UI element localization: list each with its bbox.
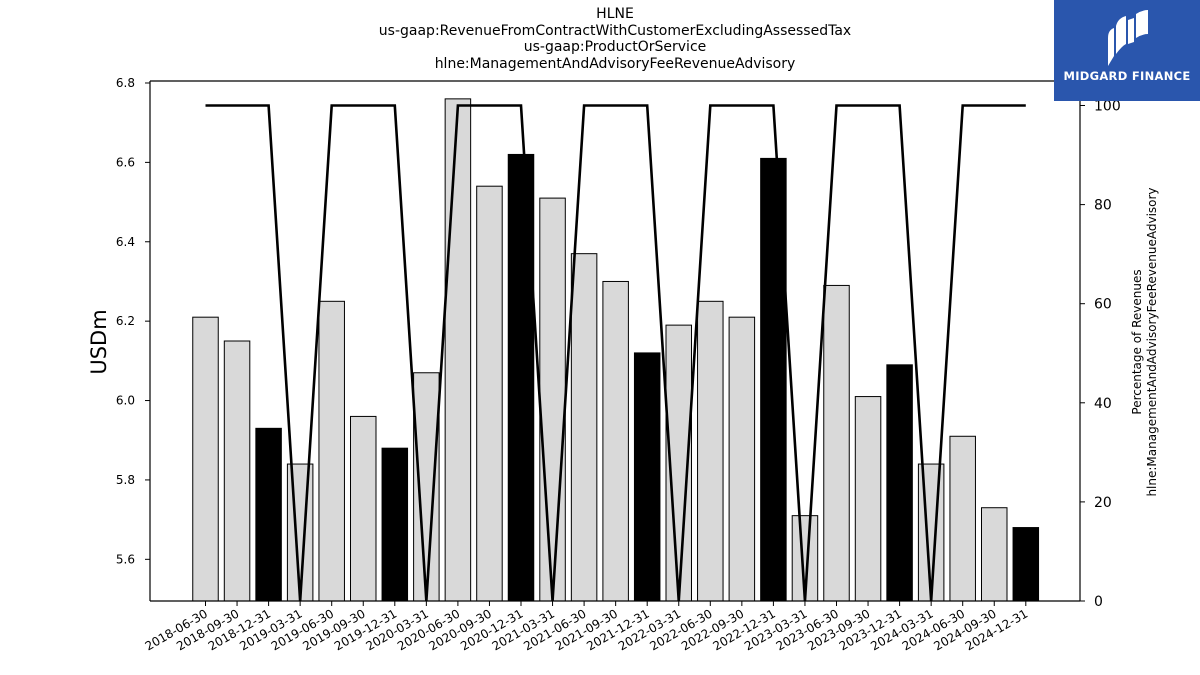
- bar: [760, 157, 787, 602]
- bars-layer: [192, 98, 1040, 602]
- bar: [1012, 527, 1040, 602]
- bar: [823, 284, 850, 602]
- y-tick-label: 6.0: [116, 394, 135, 408]
- y-axis-label: USDm: [87, 309, 111, 374]
- bar: [697, 300, 724, 602]
- bar: [286, 463, 314, 602]
- bar: [728, 316, 756, 602]
- title-line-4: hlne:ManagementAndAdvisoryFeeRevenueAdvi…: [434, 55, 796, 72]
- bar: [381, 447, 409, 602]
- bar: [255, 427, 282, 602]
- logo-mark-icon: [1108, 10, 1148, 66]
- y2-axis-label-line-2: hlne:ManagementAndAdvisoryFeeRevenueAdvi…: [1145, 187, 1159, 496]
- y-tick-label: 6.2: [116, 314, 135, 328]
- title-line-3: us-gaap:ProductOrService: [523, 39, 707, 55]
- bar: [981, 507, 1008, 602]
- y-tick-label: 6.8: [116, 76, 135, 90]
- y2-tick-label: 20: [1094, 495, 1112, 511]
- bar: [350, 415, 377, 602]
- bar: [854, 396, 882, 602]
- bar: [476, 185, 503, 602]
- bar: [223, 340, 251, 602]
- y2-tick-label: 40: [1094, 396, 1112, 412]
- y-tick-label: 6.4: [116, 235, 135, 249]
- midgard-finance-logo: MIDGARD FINANCE: [1054, 0, 1200, 101]
- y2-tick-label: 80: [1094, 198, 1112, 214]
- percentage-line: [205, 104, 1026, 602]
- y-tick-label: 5.8: [116, 473, 135, 487]
- line-layer: [205, 104, 1026, 602]
- bar: [886, 364, 913, 602]
- bar: [318, 300, 345, 602]
- logo-text: MIDGARD FINANCE: [1063, 69, 1191, 83]
- bar: [444, 98, 472, 602]
- bar: [192, 316, 219, 602]
- bar: [917, 463, 945, 602]
- y2-axis-label-line-1: Percentage of Revenues: [1130, 269, 1144, 414]
- bar: [633, 352, 661, 602]
- bar: [602, 280, 629, 602]
- chart-title: HLNE us-gaap:RevenueFromContractWithCust…: [0, 6, 1200, 72]
- y2-tick-label: 100: [1094, 99, 1121, 115]
- bar: [413, 372, 440, 602]
- title-line-1: HLNE: [596, 6, 634, 22]
- y-tick-label: 5.6: [116, 552, 135, 566]
- y2-tick-label: 0: [1094, 594, 1103, 610]
- y-tick-label: 6.6: [116, 155, 135, 169]
- y2-tick-label: 60: [1094, 297, 1112, 313]
- bar: [570, 253, 598, 602]
- title-line-2: us-gaap:RevenueFromContractWithCustomerE…: [378, 22, 852, 39]
- bar: [949, 435, 976, 602]
- bar: [539, 197, 566, 602]
- bar: [507, 153, 535, 602]
